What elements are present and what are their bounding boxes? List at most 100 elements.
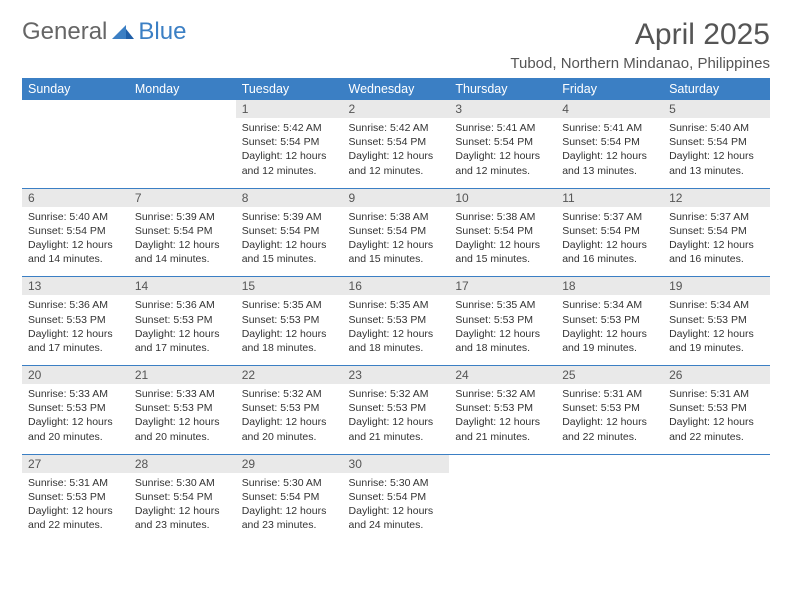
calendar-table: Sunday Monday Tuesday Wednesday Thursday… — [22, 78, 770, 542]
calendar-cell: 27Sunrise: 5:31 AMSunset: 5:53 PMDayligh… — [22, 454, 129, 542]
calendar-cell: 14Sunrise: 5:36 AMSunset: 5:53 PMDayligh… — [129, 277, 236, 366]
day-number: 5 — [663, 100, 770, 118]
day-details: Sunrise: 5:30 AMSunset: 5:54 PMDaylight:… — [129, 473, 236, 543]
month-title: April 2025 — [510, 18, 770, 51]
weekday-header: Saturday — [663, 78, 770, 100]
day-details: Sunrise: 5:37 AMSunset: 5:54 PMDaylight:… — [663, 207, 770, 277]
calendar-cell: 2Sunrise: 5:42 AMSunset: 5:54 PMDaylight… — [343, 100, 450, 188]
day-number: 14 — [129, 277, 236, 295]
day-details: Sunrise: 5:32 AMSunset: 5:53 PMDaylight:… — [236, 384, 343, 454]
day-details: Sunrise: 5:34 AMSunset: 5:53 PMDaylight:… — [663, 295, 770, 365]
day-details: Sunrise: 5:40 AMSunset: 5:54 PMDaylight:… — [22, 207, 129, 277]
weekday-header: Friday — [556, 78, 663, 100]
day-number: 30 — [343, 455, 450, 473]
calendar-cell: 4Sunrise: 5:41 AMSunset: 5:54 PMDaylight… — [556, 100, 663, 188]
calendar-cell: 12Sunrise: 5:37 AMSunset: 5:54 PMDayligh… — [663, 188, 770, 277]
calendar-cell: 23Sunrise: 5:32 AMSunset: 5:53 PMDayligh… — [343, 366, 450, 455]
day-details: Sunrise: 5:39 AMSunset: 5:54 PMDaylight:… — [129, 207, 236, 277]
day-number: 2 — [343, 100, 450, 118]
calendar-cell: 26Sunrise: 5:31 AMSunset: 5:53 PMDayligh… — [663, 366, 770, 455]
calendar-cell: 28Sunrise: 5:30 AMSunset: 5:54 PMDayligh… — [129, 454, 236, 542]
day-number: 29 — [236, 455, 343, 473]
day-details: Sunrise: 5:31 AMSunset: 5:53 PMDaylight:… — [22, 473, 129, 543]
calendar-cell: 22Sunrise: 5:32 AMSunset: 5:53 PMDayligh… — [236, 366, 343, 455]
calendar-cell — [129, 100, 236, 188]
day-number: 7 — [129, 189, 236, 207]
weekday-header-row: Sunday Monday Tuesday Wednesday Thursday… — [22, 78, 770, 100]
day-details: Sunrise: 5:32 AMSunset: 5:53 PMDaylight:… — [449, 384, 556, 454]
calendar-row: 1Sunrise: 5:42 AMSunset: 5:54 PMDaylight… — [22, 100, 770, 188]
calendar-cell: 1Sunrise: 5:42 AMSunset: 5:54 PMDaylight… — [236, 100, 343, 188]
calendar-row: 20Sunrise: 5:33 AMSunset: 5:53 PMDayligh… — [22, 366, 770, 455]
day-details: Sunrise: 5:38 AMSunset: 5:54 PMDaylight:… — [449, 207, 556, 277]
day-details: Sunrise: 5:36 AMSunset: 5:53 PMDaylight:… — [22, 295, 129, 365]
calendar-cell: 17Sunrise: 5:35 AMSunset: 5:53 PMDayligh… — [449, 277, 556, 366]
weekday-header: Monday — [129, 78, 236, 100]
weekday-header: Sunday — [22, 78, 129, 100]
day-details: Sunrise: 5:37 AMSunset: 5:54 PMDaylight:… — [556, 207, 663, 277]
calendar-cell: 19Sunrise: 5:34 AMSunset: 5:53 PMDayligh… — [663, 277, 770, 366]
title-block: April 2025 Tubod, Northern Mindanao, Phi… — [510, 18, 770, 72]
calendar-cell: 3Sunrise: 5:41 AMSunset: 5:54 PMDaylight… — [449, 100, 556, 188]
day-number: 20 — [22, 366, 129, 384]
brand-blue: Blue — [138, 18, 186, 46]
day-number: 4 — [556, 100, 663, 118]
day-details: Sunrise: 5:30 AMSunset: 5:54 PMDaylight:… — [236, 473, 343, 543]
day-details: Sunrise: 5:35 AMSunset: 5:53 PMDaylight:… — [449, 295, 556, 365]
weekday-header: Tuesday — [236, 78, 343, 100]
calendar-row: 27Sunrise: 5:31 AMSunset: 5:53 PMDayligh… — [22, 454, 770, 542]
day-details: Sunrise: 5:41 AMSunset: 5:54 PMDaylight:… — [556, 118, 663, 188]
calendar-cell: 15Sunrise: 5:35 AMSunset: 5:53 PMDayligh… — [236, 277, 343, 366]
location: Tubod, Northern Mindanao, Philippines — [510, 55, 770, 72]
day-number: 28 — [129, 455, 236, 473]
day-number: 21 — [129, 366, 236, 384]
calendar-cell — [22, 100, 129, 188]
day-details: Sunrise: 5:33 AMSunset: 5:53 PMDaylight:… — [22, 384, 129, 454]
day-details: Sunrise: 5:42 AMSunset: 5:54 PMDaylight:… — [236, 118, 343, 188]
brand-triangle-icon — [112, 18, 134, 46]
day-number: 19 — [663, 277, 770, 295]
day-details: Sunrise: 5:33 AMSunset: 5:53 PMDaylight:… — [129, 384, 236, 454]
day-details: Sunrise: 5:38 AMSunset: 5:54 PMDaylight:… — [343, 207, 450, 277]
day-details: Sunrise: 5:39 AMSunset: 5:54 PMDaylight:… — [236, 207, 343, 277]
calendar-cell: 20Sunrise: 5:33 AMSunset: 5:53 PMDayligh… — [22, 366, 129, 455]
calendar-cell: 8Sunrise: 5:39 AMSunset: 5:54 PMDaylight… — [236, 188, 343, 277]
calendar-body: 1Sunrise: 5:42 AMSunset: 5:54 PMDaylight… — [22, 100, 770, 542]
day-details: Sunrise: 5:35 AMSunset: 5:53 PMDaylight:… — [236, 295, 343, 365]
calendar-cell: 29Sunrise: 5:30 AMSunset: 5:54 PMDayligh… — [236, 454, 343, 542]
brand-logo: General Blue — [22, 18, 186, 46]
calendar-cell: 13Sunrise: 5:36 AMSunset: 5:53 PMDayligh… — [22, 277, 129, 366]
calendar-cell: 10Sunrise: 5:38 AMSunset: 5:54 PMDayligh… — [449, 188, 556, 277]
day-number: 13 — [22, 277, 129, 295]
day-number: 17 — [449, 277, 556, 295]
day-details: Sunrise: 5:32 AMSunset: 5:53 PMDaylight:… — [343, 384, 450, 454]
brand-general: General — [22, 18, 107, 46]
day-number: 1 — [236, 100, 343, 118]
day-number: 27 — [22, 455, 129, 473]
calendar-cell: 16Sunrise: 5:35 AMSunset: 5:53 PMDayligh… — [343, 277, 450, 366]
header: General Blue April 2025 Tubod, Northern … — [22, 18, 770, 72]
day-number: 26 — [663, 366, 770, 384]
day-number: 15 — [236, 277, 343, 295]
day-number: 10 — [449, 189, 556, 207]
day-number: 24 — [449, 366, 556, 384]
day-details: Sunrise: 5:30 AMSunset: 5:54 PMDaylight:… — [343, 473, 450, 543]
day-number: 23 — [343, 366, 450, 384]
calendar-cell — [556, 454, 663, 542]
weekday-header: Wednesday — [343, 78, 450, 100]
calendar-cell — [449, 454, 556, 542]
day-number: 22 — [236, 366, 343, 384]
day-details: Sunrise: 5:34 AMSunset: 5:53 PMDaylight:… — [556, 295, 663, 365]
day-number: 16 — [343, 277, 450, 295]
day-details: Sunrise: 5:42 AMSunset: 5:54 PMDaylight:… — [343, 118, 450, 188]
day-details: Sunrise: 5:40 AMSunset: 5:54 PMDaylight:… — [663, 118, 770, 188]
calendar-cell: 11Sunrise: 5:37 AMSunset: 5:54 PMDayligh… — [556, 188, 663, 277]
calendar-cell: 9Sunrise: 5:38 AMSunset: 5:54 PMDaylight… — [343, 188, 450, 277]
day-number: 9 — [343, 189, 450, 207]
day-details: Sunrise: 5:36 AMSunset: 5:53 PMDaylight:… — [129, 295, 236, 365]
day-number: 3 — [449, 100, 556, 118]
day-details: Sunrise: 5:35 AMSunset: 5:53 PMDaylight:… — [343, 295, 450, 365]
day-number: 12 — [663, 189, 770, 207]
calendar-row: 13Sunrise: 5:36 AMSunset: 5:53 PMDayligh… — [22, 277, 770, 366]
calendar-cell — [663, 454, 770, 542]
